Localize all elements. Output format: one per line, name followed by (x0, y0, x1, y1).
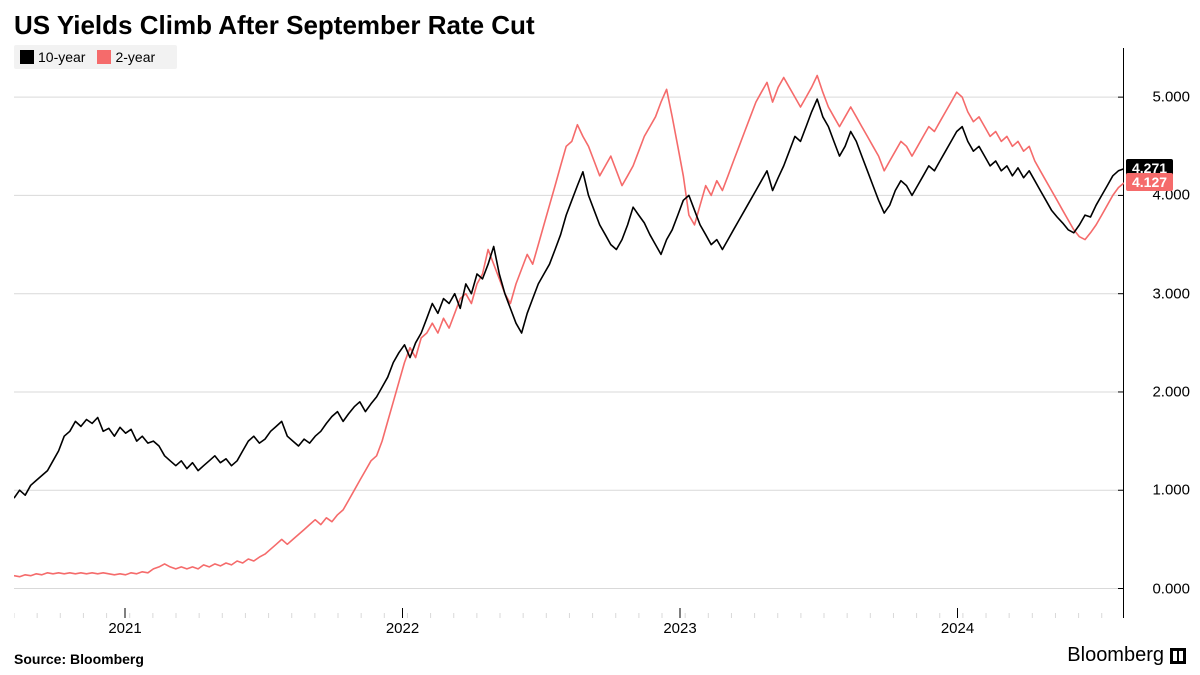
y-tick-label: 3.000 (1152, 285, 1190, 302)
chart-svg (14, 48, 1124, 618)
x-tick-label: 2021 (108, 620, 141, 637)
brand-text: Bloomberg (1067, 644, 1164, 667)
y-tick-label: 1.000 (1152, 482, 1190, 499)
x-tick-label: 2024 (941, 620, 974, 637)
brand-icon (1170, 648, 1186, 664)
y-axis-labels: 0.0001.0002.0003.0004.0005.000 (1124, 48, 1190, 618)
plot-area (14, 48, 1124, 618)
chart-container: { "title": "US Yields Climb After Septem… (0, 0, 1200, 675)
y-tick-label: 0.000 (1152, 580, 1190, 597)
chart-source: Source: Bloomberg (14, 651, 144, 667)
y-tick-label: 2.000 (1152, 383, 1190, 400)
x-tick-label: 2023 (663, 620, 696, 637)
y-tick-label: 5.000 (1152, 89, 1190, 106)
x-axis-labels: 2021 2022 2023 2024 (14, 620, 1124, 642)
brand-label: Bloomberg (1067, 644, 1186, 667)
last-value-flag: 4.127 (1126, 173, 1173, 191)
chart-title: US Yields Climb After September Rate Cut (14, 10, 535, 41)
x-tick-label: 2022 (386, 620, 419, 637)
